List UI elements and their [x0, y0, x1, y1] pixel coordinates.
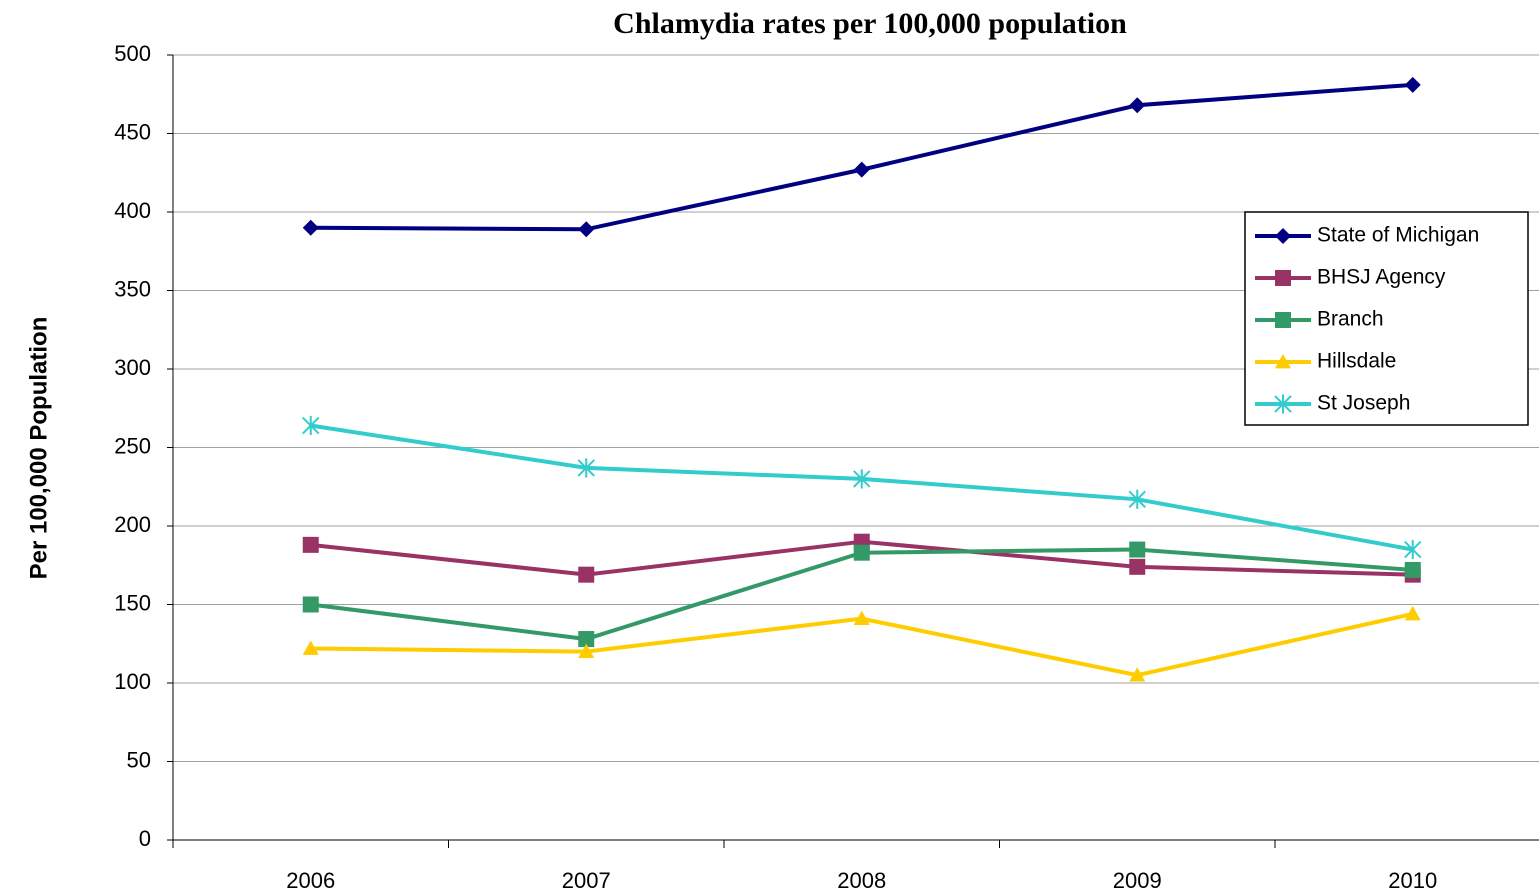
marker: [1274, 394, 1292, 414]
marker: [302, 415, 320, 436]
marker: [1275, 312, 1291, 328]
marker: [1128, 489, 1146, 509]
marker: [853, 610, 870, 626]
y-tick-label: 350: [114, 276, 151, 301]
legend-label: St Joseph: [1317, 392, 1410, 415]
y-tick-label: 250: [114, 433, 151, 458]
x-tick-label: 2010: [1388, 868, 1437, 893]
y-axis-label: Per 100,000 Population: [25, 317, 52, 580]
marker: [853, 469, 871, 489]
marker: [578, 221, 595, 238]
marker: [853, 161, 870, 178]
marker: [578, 643, 595, 658]
marker: [1129, 541, 1146, 558]
series-line: [310, 82, 1413, 232]
marker: [302, 596, 319, 613]
x-tick-label: 2007: [562, 868, 611, 893]
marker: [1404, 605, 1421, 621]
marker: [578, 631, 595, 648]
y-tick-label: 150: [114, 590, 151, 615]
marker: [1404, 76, 1421, 93]
marker: [302, 536, 319, 553]
chart-title: Chlamydia rates per 100,000 population: [613, 7, 1127, 40]
marker: [1404, 539, 1422, 560]
y-tick-label: 0: [139, 826, 151, 851]
marker: [1275, 270, 1291, 286]
y-tick-label: 450: [114, 119, 151, 144]
marker: [1275, 354, 1291, 369]
x-tick-label: 2006: [286, 868, 335, 893]
marker: [577, 458, 595, 478]
marker: [302, 219, 319, 236]
legend-label: Hillsdale: [1317, 350, 1396, 373]
legend-label: Branch: [1317, 308, 1384, 331]
marker: [853, 544, 870, 561]
marker: [1129, 667, 1146, 682]
marker: [1129, 558, 1146, 575]
x-tick-label: 2008: [837, 868, 886, 893]
y-tick-label: 200: [114, 512, 151, 537]
y-tick-label: 500: [114, 41, 151, 66]
y-tick-label: 300: [114, 355, 151, 380]
legend-label: BHSJ Agency: [1317, 266, 1446, 289]
y-tick-label: 100: [114, 669, 151, 694]
marker: [1275, 228, 1291, 244]
marker: [1129, 97, 1146, 114]
x-tick-label: 2009: [1113, 868, 1162, 893]
legend-label: State of Michigan: [1317, 224, 1479, 247]
marker: [1404, 561, 1421, 578]
y-tick-label: 400: [114, 198, 151, 223]
marker: [578, 566, 595, 583]
y-tick-label: 50: [127, 747, 151, 772]
marker: [302, 640, 319, 655]
